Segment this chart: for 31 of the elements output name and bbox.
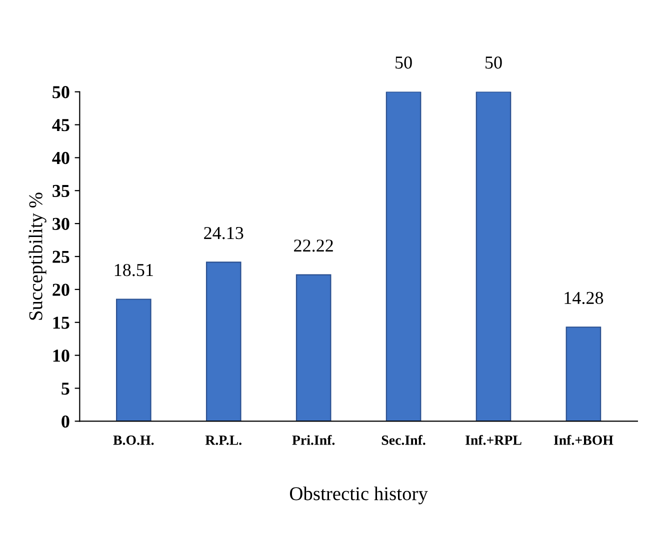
bar <box>386 92 422 422</box>
data-label: 14.28 <box>564 292 604 304</box>
bar <box>206 262 242 422</box>
y-tick-label: 50 <box>52 86 70 98</box>
bar <box>476 92 512 422</box>
y-tick-label: 40 <box>52 152 70 164</box>
x-tick-label: Sec.Inf. <box>382 434 426 445</box>
bar <box>566 326 602 422</box>
x-tick-label: Inf.+BOH <box>554 434 614 445</box>
y-tick-label: 15 <box>53 316 70 329</box>
data-label: 50 <box>486 56 502 69</box>
data-label: 24.13 <box>204 226 244 240</box>
y-tick-label: 30 <box>52 218 70 230</box>
bar <box>116 298 152 422</box>
x-tick-label: B.O.H. <box>113 436 154 445</box>
data-label: 18.51 <box>114 264 153 276</box>
y-tick-label: 25 <box>52 250 70 263</box>
x-tick-label: R.P.L. <box>205 436 242 445</box>
data-label: 22.22 <box>294 240 333 252</box>
x-tick-label: Inf.+RPL <box>466 434 522 445</box>
bar <box>296 274 332 422</box>
y-tick-label: 35 <box>52 184 70 198</box>
y-tick-label: 10 <box>53 350 70 362</box>
x-tick-label: Pri.Inf. <box>292 434 335 445</box>
data-label: 50 <box>396 56 412 69</box>
y-tick-label: 5 <box>62 382 70 395</box>
y-tick-label: 0 <box>62 415 70 428</box>
y-tick-label: 20 <box>52 284 70 296</box>
y-tick-label: 45 <box>52 119 70 132</box>
x-axis-title: Obstrectic history <box>290 486 428 504</box>
y-axis-title: Succeptibility % <box>28 192 46 320</box>
